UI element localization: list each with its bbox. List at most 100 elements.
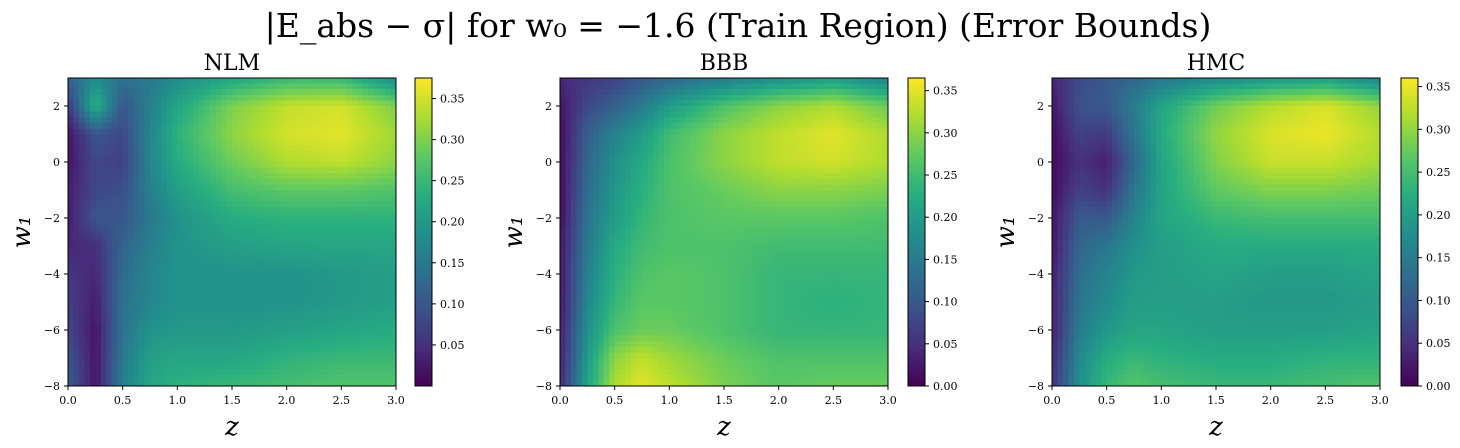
colorbar-segment bbox=[415, 287, 432, 292]
heatmap-cell bbox=[204, 313, 211, 320]
heatmap-cell bbox=[844, 122, 851, 129]
heatmap-cell bbox=[166, 358, 173, 365]
heatmap-cell bbox=[314, 268, 321, 275]
heatmap-cell bbox=[379, 128, 386, 135]
heatmap-cell bbox=[100, 206, 107, 213]
heatmap-cell bbox=[680, 162, 687, 169]
colorbar-segment bbox=[415, 281, 432, 285]
heatmap-cell bbox=[346, 279, 353, 286]
heatmap-cell bbox=[357, 94, 364, 101]
heatmap-cell bbox=[789, 89, 796, 96]
heatmap-cell bbox=[84, 173, 91, 180]
heatmap-cell bbox=[570, 139, 577, 146]
heatmap-cell bbox=[379, 374, 386, 381]
heatmap-cell bbox=[877, 212, 884, 219]
heatmap-cell bbox=[308, 100, 315, 107]
heatmap-cell bbox=[756, 78, 763, 85]
heatmap-cell bbox=[182, 369, 189, 376]
heatmap-cell bbox=[150, 380, 157, 387]
heatmap-cell bbox=[341, 134, 348, 141]
heatmap-cell bbox=[330, 307, 337, 314]
heatmap-cell bbox=[598, 178, 605, 185]
heatmap-cell bbox=[685, 218, 692, 225]
heatmap-cell bbox=[155, 335, 162, 342]
heatmap-cell bbox=[740, 195, 747, 202]
heatmap-cell bbox=[182, 167, 189, 174]
heatmap-cell bbox=[319, 302, 326, 309]
colorbar-segment bbox=[415, 296, 432, 301]
heatmap-cell bbox=[68, 173, 75, 180]
heatmap-cell bbox=[270, 268, 277, 275]
heatmap-cell bbox=[128, 206, 135, 213]
heatmap-cell bbox=[685, 134, 692, 141]
heatmap-cell bbox=[122, 122, 129, 129]
heatmap-cell bbox=[73, 111, 80, 118]
heatmap-cell bbox=[751, 206, 758, 213]
heatmap-cell bbox=[581, 178, 588, 185]
heatmap-cell bbox=[73, 330, 80, 337]
heatmap-cell bbox=[833, 167, 840, 174]
heatmap-cell bbox=[84, 341, 91, 348]
heatmap-cell bbox=[882, 184, 889, 191]
heatmap-cell bbox=[122, 346, 129, 353]
heatmap-cell bbox=[652, 100, 659, 107]
heatmap-cell bbox=[73, 106, 80, 113]
heatmap-cell bbox=[860, 212, 867, 219]
heatmap-cell bbox=[314, 167, 321, 174]
heatmap-cell bbox=[95, 100, 102, 107]
heatmap-cell bbox=[188, 246, 195, 253]
heatmap-cell bbox=[357, 150, 364, 157]
heatmap-cell bbox=[587, 94, 594, 101]
heatmap-cell bbox=[363, 117, 370, 124]
heatmap-cell bbox=[237, 324, 244, 331]
heatmap-cell bbox=[232, 313, 239, 320]
heatmap-cell bbox=[68, 184, 75, 191]
heatmap-cell bbox=[253, 111, 260, 118]
heatmap-cell bbox=[822, 150, 829, 157]
heatmap-cell bbox=[221, 274, 228, 281]
heatmap-cell bbox=[729, 201, 736, 208]
heatmap-cell bbox=[565, 134, 572, 141]
heatmap-cell bbox=[111, 341, 118, 348]
heatmap-cell bbox=[587, 195, 594, 202]
heatmap-cell bbox=[221, 296, 228, 303]
heatmap-cell bbox=[292, 83, 299, 90]
heatmap-cell bbox=[204, 335, 211, 342]
heatmap-cell bbox=[221, 156, 228, 163]
heatmap-cell bbox=[100, 122, 107, 129]
heatmap-cell bbox=[816, 201, 823, 208]
heatmap-cell bbox=[341, 150, 348, 157]
heatmap-cell bbox=[166, 162, 173, 169]
heatmap-cell bbox=[357, 262, 364, 269]
heatmap-cell bbox=[193, 324, 200, 331]
heatmap-cell bbox=[133, 212, 140, 219]
heatmap-cell bbox=[308, 212, 315, 219]
heatmap-cell bbox=[177, 268, 184, 275]
heatmap-cell bbox=[292, 145, 299, 152]
heatmap-cell bbox=[740, 83, 747, 90]
heatmap-cell bbox=[166, 234, 173, 241]
heatmap-cell bbox=[745, 117, 752, 124]
heatmap-cell bbox=[292, 262, 299, 269]
heatmap-cell bbox=[78, 128, 85, 135]
heatmap-cell bbox=[111, 206, 118, 213]
heatmap-cell bbox=[724, 173, 731, 180]
heatmap-cell bbox=[669, 128, 676, 135]
heatmap-cell bbox=[182, 223, 189, 230]
heatmap-cell bbox=[330, 83, 337, 90]
heatmap-cell bbox=[871, 111, 878, 118]
heatmap-cell bbox=[139, 307, 146, 314]
heatmap-cell bbox=[762, 145, 769, 152]
heatmap-cell bbox=[139, 83, 146, 90]
heatmap-cell bbox=[849, 184, 856, 191]
heatmap-cell bbox=[270, 290, 277, 297]
heatmap-cell bbox=[275, 363, 282, 370]
heatmap-cell bbox=[827, 94, 834, 101]
heatmap-cell bbox=[133, 223, 140, 230]
heatmap-cell bbox=[330, 341, 337, 348]
heatmap-cell bbox=[182, 307, 189, 314]
heatmap-cell bbox=[275, 162, 282, 169]
heatmap-cell bbox=[658, 150, 665, 157]
heatmap-cell bbox=[117, 324, 124, 331]
heatmap-cell bbox=[352, 262, 359, 269]
